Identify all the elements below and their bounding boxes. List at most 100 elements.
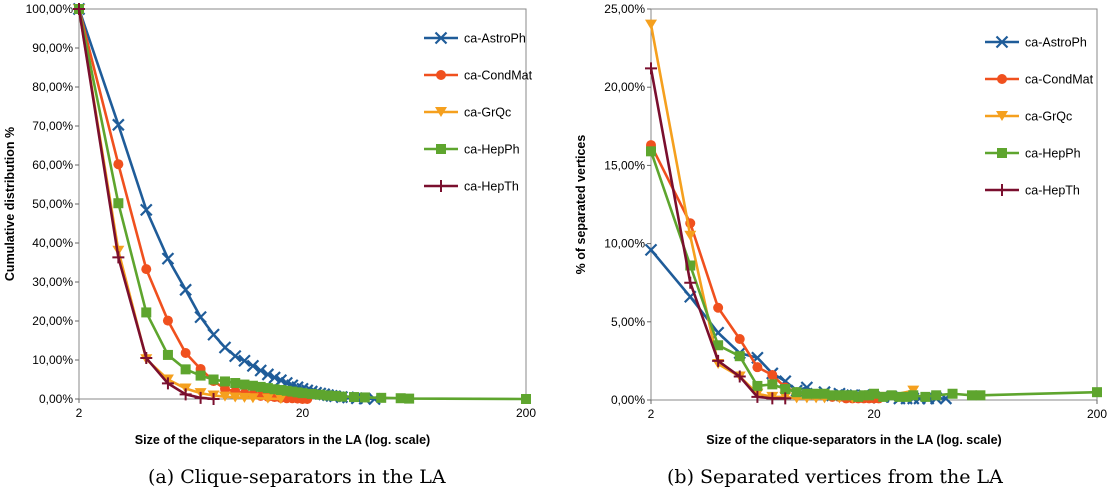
chart-panel-b: 0,00% 5,00% 10,00% 15,00% 20,00% 25,00% 2 20 200… [555,0,1109,504]
data-point-ca-HepPh [297,388,308,399]
y-tick-label-a: 90,00% [32,41,73,55]
data-point-ca-AstroPh [218,341,232,354]
legend-marker-ca-HepPh [997,148,1007,158]
legend-item-b-ca-HepTh: ca-HepTh [985,184,1080,198]
legend-marker-ca-CondMat [436,70,446,80]
data-point-ca-HepTh [684,276,697,289]
data-point-ca-CondMat [752,362,763,373]
data-point-ca-HepPh [262,383,273,394]
data-point-ca-HepTh [733,370,746,383]
legend-marker-ca-AstroPh [434,31,448,45]
data-point-ca-CondMat [734,334,745,345]
legend-marker-ca-AstroPh [995,35,1009,49]
data-point-ca-HepPh [819,388,830,399]
data-point-ca-HepTh [140,352,153,365]
data-point-ca-CondMat [767,369,778,380]
data-point-ca-HepPh [834,390,845,401]
data-point-ca-HepPh [195,370,206,381]
y-tick-label-b: 0,00% [611,393,645,407]
series-a-ca-HepPh [74,4,531,404]
data-point-ca-HepTh [645,62,657,75]
data-point-ca-HepPh [349,392,360,403]
data-point-ca-HepPh [315,389,326,400]
chart-panel-a: 0,00% 10,00% 20,00% 30,00% 40,00% 50,00% 60,00… [3,2,536,488]
data-point-ca-HepPh [966,390,977,401]
y-tick-label-a: 100,00% [26,2,74,16]
plot-area-a [78,8,527,400]
data-point-ca-HepPh [180,364,191,375]
data-point-ca-HepPh [752,380,763,391]
data-point-ca-HepTh [161,377,174,390]
y-tick-label-b: 5,00% [611,315,645,329]
data-point-ca-HepPh [208,374,219,385]
data-point-ca-HepPh [841,390,852,401]
legend-label-ca-CondMat: ca-CondMat [464,69,533,83]
data-point-ca-HepPh [947,388,958,399]
x-tick-label-b: 2 [648,407,655,421]
data-point-ca-AstroPh [179,283,192,297]
data-point-ca-HepPh [780,384,791,395]
y-tick-label-b: 25,00% [604,2,645,16]
data-point-ca-HepPh [646,146,656,157]
data-point-ca-HepPh [931,390,942,401]
legend-marker-ca-HepPh [436,144,446,154]
data-point-ca-HepTh [112,251,125,264]
legend-label-ca-HepTh: ca-HepTh [1025,184,1080,198]
x-tick-label-b: 20 [867,407,881,421]
data-point-ca-GrQc [218,391,231,402]
legend-label-ca-GrQc: ca-GrQc [464,106,511,120]
data-point-ca-HepPh [376,392,387,403]
caption-a: (a) Clique-separators in the LA [148,466,446,488]
data-point-ca-HepPh [894,391,905,402]
legend-marker-ca-GrQc [996,111,1008,121]
data-point-ca-AstroPh [261,368,275,381]
data-point-ca-CondMat [113,159,124,170]
legend-label-ca-HepPh: ca-HepPh [464,143,520,157]
data-point-ca-HepPh [853,391,864,402]
legend-item-b-ca-GrQc: ca-GrQc [985,110,1072,124]
data-point-ca-AstroPh [207,328,220,341]
data-point-ca-GrQc [645,19,657,30]
data-point-ca-HepPh [336,391,347,402]
data-point-ca-HepPh [275,385,286,396]
caption-b: (b) Separated vertices from the LA [667,466,1003,488]
data-point-ca-HepPh [975,390,986,401]
legend-label-ca-CondMat: ca-CondMat [1025,73,1094,87]
series-b-ca-HepTh [645,62,792,405]
data-point-ca-HepPh [847,390,858,401]
x-tick-label-a: 20 [296,406,310,420]
data-point-ca-AstroPh [644,243,658,257]
data-point-ca-HepPh [247,380,258,391]
data-point-ca-HepPh [287,386,298,397]
data-point-ca-GrQc [684,230,697,241]
data-point-ca-HepTh [712,354,725,367]
x-axis-title-a: Size of the clique-separators in the LA … [135,433,430,447]
legend-item-b-ca-HepPh: ca-HepPh [985,147,1081,161]
y-tick-label-a: 70,00% [32,119,73,133]
chart-b-svg: 0,00% 5,00% 10,00% 15,00% 20,00% 25,00% 2 20 200… [574,2,1107,447]
legend-item-a-ca-HepTh: ca-HepTh [424,180,519,194]
data-point-ca-HepPh [827,390,838,401]
data-point-ca-HepPh [306,388,317,399]
data-point-ca-HepPh [713,340,724,351]
data-point-ca-HepPh [886,390,897,401]
y-tick-label-b: 20,00% [604,80,645,94]
y-tick-label-a: 10,00% [32,353,73,367]
data-point-ca-HepPh [920,391,931,402]
x-axis-title-b: Size of the clique-separators in the LA … [706,433,1001,447]
data-point-ca-HepPh [322,390,333,401]
y-axis-title-a: Cumulative distribution % [3,127,17,281]
data-point-ca-HepPh [1092,387,1102,398]
data-point-ca-AstroPh [161,252,175,265]
data-point-ca-HepPh [359,392,370,403]
data-point-ca-AstroPh [268,371,281,384]
data-point-ca-HepPh [734,351,745,362]
data-point-ca-HepPh [404,393,415,404]
legend-marker-ca-GrQc [435,107,447,117]
y-tick-label-a: 30,00% [32,275,73,289]
legend-label-ca-AstroPh: ca-AstroPh [1025,36,1087,50]
data-point-ca-AstroPh [194,310,207,324]
data-point-ca-GrQc [274,394,287,404]
data-point-ca-HepPh [791,387,802,398]
data-point-ca-HepTh [751,390,764,403]
